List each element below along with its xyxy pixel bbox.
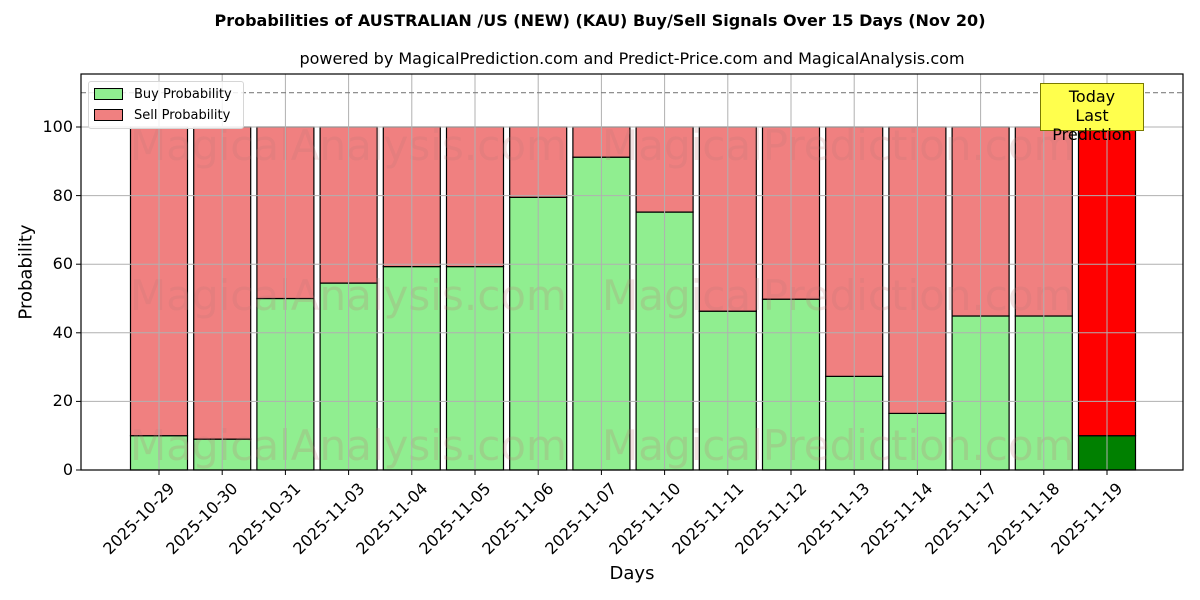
legend-item-buy: Buy Probability: [94, 86, 232, 102]
buy-swatch-icon: [94, 88, 123, 100]
y-tick-label: 60: [52, 254, 73, 274]
x-axis-label: Days: [609, 563, 655, 584]
today-annotation-line1: Today: [1068, 87, 1116, 106]
today-annotation-line2: Last Prediction: [1052, 106, 1132, 144]
plot-frame: [80, 73, 1184, 471]
y-tick-label: 80: [52, 185, 73, 205]
watermark-text: MagicalPrediction.com: [602, 271, 1075, 320]
watermark-text: MagicalPrediction.com: [602, 121, 1075, 170]
y-axis-label: Probability: [15, 224, 37, 320]
chart-subtitle: powered by MagicalPrediction.com and Pre…: [299, 49, 965, 68]
y-tick-label: 40: [52, 322, 73, 342]
legend-sell-label: Sell Probability: [134, 107, 231, 123]
y-tick-label: 0: [62, 460, 73, 479]
legend-item-sell: Sell Probability: [94, 107, 230, 123]
chart-title: Probabilities of AUSTRALIAN /US (NEW) (K…: [214, 11, 986, 30]
sell-swatch-icon: [94, 109, 123, 121]
y-tick-label: 20: [52, 391, 73, 411]
legend: Buy Probability Sell Probability: [88, 81, 244, 129]
watermark-text: MagicalPrediction.com: [602, 421, 1075, 470]
legend-buy-label: Buy Probability: [134, 86, 232, 102]
today-annotation: Today Last Prediction: [1040, 83, 1144, 144]
y-tick-label: 100: [42, 117, 73, 136]
